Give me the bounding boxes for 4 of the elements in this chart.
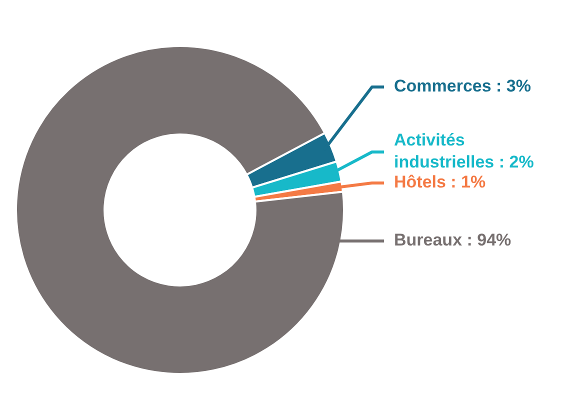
slice-label: Commerces : 3% [394,76,532,96]
slice-label: Activités industrielles : 2% [394,130,534,172]
slice-label: Bureaux : 94% [394,230,512,250]
slice-label: Hôtels : 1% [394,172,486,192]
